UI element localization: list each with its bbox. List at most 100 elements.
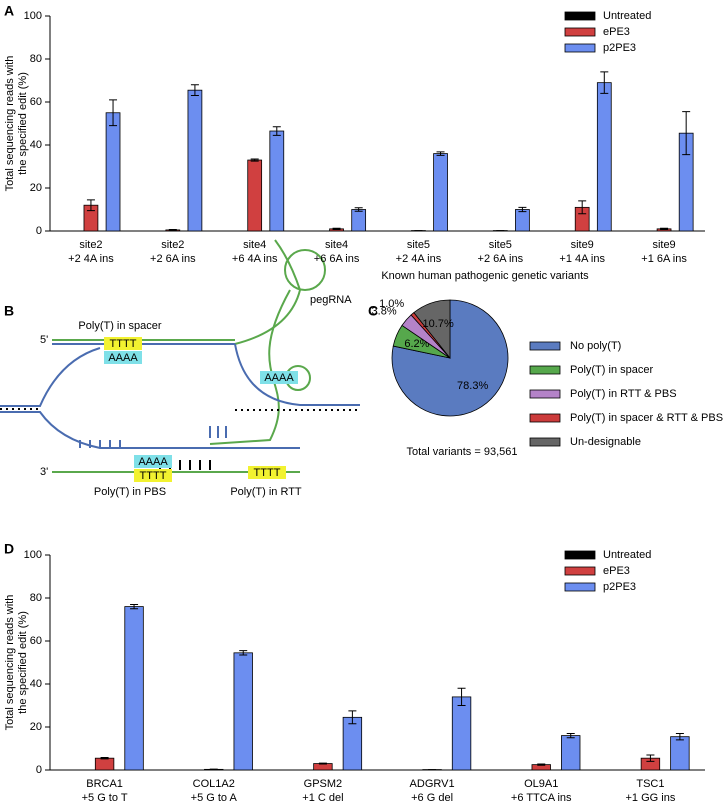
legend-swatch [529, 389, 561, 399]
y-axis-label: the specified edit (%) [17, 72, 29, 175]
legend-swatch [529, 437, 561, 447]
x-tick-label: +2 4A ins [68, 253, 114, 265]
legend-swatch [564, 43, 596, 53]
x-tick-label: OL9A1 [524, 778, 558, 790]
legend-label: Poly(T) in RTT & PBS [570, 388, 677, 400]
error-bar [332, 227, 341, 230]
diagram-b: B TTTT AAAA AAAA AAAA TTTT TTTT 5' 3' Po… [0, 239, 360, 498]
x-tick-label: +6 G del [411, 792, 453, 804]
error-bar [109, 99, 118, 127]
error-bar [457, 687, 466, 706]
legend-label: p2PE3 [603, 581, 636, 593]
error-bar [675, 732, 684, 741]
error-bar [646, 754, 655, 762]
ticks [209, 426, 227, 438]
y-tick-label: 100 [24, 10, 42, 22]
legend-swatch [564, 27, 596, 37]
strand [234, 343, 360, 406]
x-tick-label: site5 [407, 239, 430, 251]
error-bar [537, 763, 546, 766]
label: Poly(T) in RTT [230, 486, 302, 498]
slice-label: 10.7% [423, 318, 454, 330]
error-bar [660, 227, 669, 230]
seq: AAAA [138, 456, 168, 468]
footer: Total variants = 93,561 [407, 446, 518, 458]
slice-label: 3.8% [372, 305, 397, 317]
seq: TTTT [140, 470, 167, 482]
error-bar [86, 199, 95, 212]
y-tick-label: 60 [30, 96, 42, 108]
panel-letter: A [4, 3, 14, 19]
error-bar [600, 71, 609, 94]
y-tick-label: 40 [30, 678, 42, 690]
label: pegRNA [310, 294, 352, 306]
x-tick-label: site9 [652, 239, 675, 251]
legend-swatch [529, 341, 561, 351]
x-tick-label: +5 G to A [191, 792, 238, 804]
x-tick-label: +5 G to T [82, 792, 128, 804]
y-tick-label: 20 [30, 182, 42, 194]
y-tick-label: 0 [36, 225, 42, 237]
bar [247, 159, 263, 232]
bar [269, 130, 285, 232]
x-tick-label: +6 TTCA ins [511, 792, 572, 804]
y-tick-label: 100 [24, 549, 42, 561]
bar [187, 89, 203, 232]
error-bar [168, 228, 177, 231]
seq: TTTT [254, 467, 281, 479]
ticks [79, 440, 121, 448]
x-tick-label: site4 [325, 239, 348, 251]
y-tick-label: 80 [30, 592, 42, 604]
bar [233, 652, 253, 771]
bar [451, 696, 472, 771]
highlight [104, 337, 142, 350]
legend-label: ePE3 [603, 565, 630, 577]
pie-slice [413, 299, 451, 360]
legend-label: Poly(T) in spacer & RTT & PBS [570, 412, 723, 424]
error-bar [354, 207, 363, 212]
error-bar [250, 158, 259, 162]
error-bar [578, 200, 587, 215]
seq: AAAA [264, 372, 294, 384]
error-bar [518, 206, 527, 213]
bar [313, 763, 333, 771]
x-tick-label: +2 6A ins [150, 253, 196, 265]
bar [515, 209, 530, 232]
error-bar [130, 603, 139, 610]
x-tick-label: site5 [489, 239, 512, 251]
y-tick-label: 40 [30, 139, 42, 151]
x-tick-label: GPSM2 [304, 778, 343, 790]
legend-swatch [529, 413, 561, 423]
y-tick-label: 0 [36, 764, 42, 776]
error-bar [100, 757, 109, 760]
x-tick-label: +1 C del [302, 792, 343, 804]
y-tick-label: 60 [30, 635, 42, 647]
error-bar [190, 84, 199, 97]
x-tick-label: COL1A2 [193, 778, 235, 790]
panel-letter: C [368, 303, 378, 319]
slice-label: 1.0% [379, 298, 404, 310]
seq: TTTT [110, 338, 137, 350]
highlight [248, 466, 286, 479]
x-tick-label: +2 6A ins [478, 253, 524, 265]
error-bar [272, 126, 281, 136]
y-tick-label: 80 [30, 53, 42, 65]
x-tick-label: +2 4A ins [396, 253, 442, 265]
x-tick-label: site2 [161, 239, 184, 251]
x-tick-label: site4 [243, 239, 266, 251]
error-bar [682, 111, 691, 156]
x-tick-label: site2 [79, 239, 102, 251]
legend-swatch [564, 11, 596, 21]
legend-swatch [529, 365, 561, 375]
highlight [260, 371, 298, 384]
x-tick-label: TSC1 [636, 778, 664, 790]
bar [596, 82, 612, 232]
legend-label: No poly(T) [570, 340, 621, 352]
error-bar [318, 762, 327, 765]
loop [284, 249, 326, 291]
x-tick-label: +6 6A ins [314, 253, 360, 265]
legend-label: p2PE3 [603, 42, 636, 54]
slice-label: 78.3% [457, 380, 488, 392]
legend-label: Poly(T) in spacer [570, 364, 653, 376]
panel-letter: B [4, 303, 14, 319]
